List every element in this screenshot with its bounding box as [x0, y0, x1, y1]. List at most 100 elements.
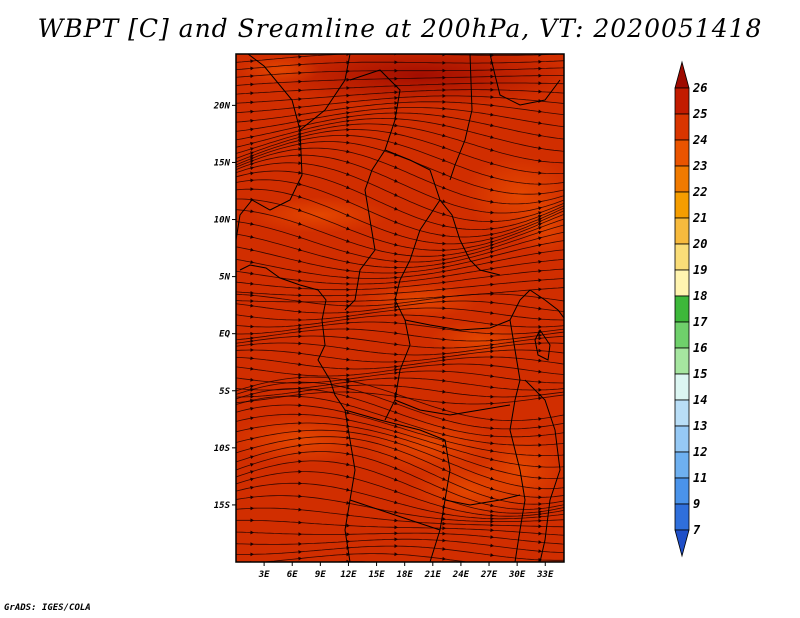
- streamline-arrow: [250, 392, 254, 397]
- streamline-arrow: [346, 293, 350, 298]
- colorbar-label: 24: [692, 133, 707, 147]
- streamline-arrow: [346, 378, 350, 383]
- streamline-arrow: [298, 278, 302, 283]
- streamline-arrow: [490, 338, 494, 343]
- streamline-arrow: [490, 543, 494, 548]
- streamline-arrow: [346, 185, 350, 189]
- colorbar-label: 23: [692, 159, 707, 173]
- streamline: [236, 54, 564, 63]
- streamline-arrow: [298, 412, 302, 417]
- streamline-arrow: [442, 417, 446, 422]
- streamline-arrow: [442, 425, 446, 430]
- streamline-arrow: [394, 364, 398, 369]
- x-tick-label: 9E: [315, 570, 326, 580]
- streamline-arrow: [346, 346, 350, 351]
- streamline-arrow: [346, 532, 350, 537]
- streamline-arrow: [298, 269, 302, 274]
- streamline-arrow: [490, 112, 494, 117]
- streamline-arrow: [538, 182, 542, 187]
- streamline-arrow: [538, 396, 542, 401]
- streamline-arrow: [250, 171, 254, 176]
- streamline-arrow: [250, 398, 254, 403]
- y-tick-label: 20N: [213, 101, 231, 111]
- streamline-arrow: [538, 171, 542, 175]
- streamline-arrow: [346, 386, 350, 390]
- country-borders: [236, 54, 564, 562]
- colorbar-label: 12: [693, 445, 707, 459]
- streamline-arrow: [442, 355, 446, 360]
- streamline-arrow: [346, 410, 350, 415]
- streamline-arrow: [490, 466, 494, 471]
- chart-title: WBPT [C] and Sreamline at 200hPa, VT: 20…: [37, 14, 763, 43]
- streamline-arrow: [250, 109, 254, 114]
- streamline-arrow: [442, 407, 446, 412]
- streamline-arrow: [394, 455, 398, 460]
- streamline: [236, 545, 564, 561]
- streamline-arrow: [538, 341, 542, 346]
- streamline-arrow: [394, 434, 398, 439]
- streamline-arrow: [346, 394, 350, 399]
- streamline: [236, 188, 564, 245]
- streamline-arrow: [490, 441, 494, 446]
- streamline-arrow: [442, 299, 446, 304]
- streamline-arrow: [394, 359, 398, 364]
- colorbar-cell: [674, 113, 690, 141]
- colorbar-label: 9: [693, 497, 700, 511]
- streamline-arrow: [538, 158, 542, 163]
- streamline-arrow: [298, 429, 302, 434]
- streamline: [236, 471, 564, 517]
- streamline-arrow: [538, 348, 542, 353]
- streamline-arrow: [442, 265, 446, 270]
- streamline: [236, 321, 564, 335]
- streamline-arrow: [490, 322, 494, 326]
- streamline-arrow: [298, 105, 302, 110]
- streamline-arrow: [490, 250, 494, 254]
- streamline-arrow: [538, 306, 542, 311]
- streamline-arrow: [394, 305, 398, 309]
- streamline-arrow: [442, 75, 446, 80]
- streamline-arrow: [346, 474, 350, 479]
- colorbar-cell: [674, 347, 690, 375]
- streamline-arrow: [394, 371, 398, 375]
- streamline-arrow: [250, 118, 254, 123]
- streamline-arrow: [394, 424, 398, 428]
- streamline-arrow: [442, 477, 446, 481]
- streamline-arrow: [490, 68, 494, 72]
- streamline-arrow: [538, 425, 542, 430]
- streamline-arrow: [442, 346, 446, 350]
- streamline-arrow: [346, 86, 350, 90]
- streamline-arrow: [538, 243, 542, 248]
- streamline-arrow: [442, 556, 446, 561]
- streamline-arrow: [490, 260, 494, 265]
- colorbar-cell: [674, 191, 690, 219]
- streamline-arrow: [490, 385, 494, 390]
- y-tick-label: 15N: [214, 158, 231, 168]
- streamline-arrow: [298, 326, 302, 331]
- streamline: [236, 519, 564, 536]
- streamline-arrow: [490, 232, 494, 237]
- streamline-arrow: [250, 336, 254, 341]
- streamline: [236, 147, 564, 205]
- streamline-arrow: [346, 435, 350, 440]
- streamline: [236, 162, 564, 223]
- streamline-arrow: [442, 171, 446, 176]
- streamline-arrow: [538, 73, 542, 78]
- streamline: [236, 129, 564, 174]
- streamline-arrow: [394, 101, 398, 105]
- streamline-arrow: [490, 237, 494, 241]
- x-axis: 3E 6E 9E 12E 15E 18E 21E 24E 27E 30E 33E: [258, 562, 554, 580]
- streamline-arrow: [490, 95, 494, 99]
- streamline-arrow: [346, 111, 350, 115]
- streamline-arrow: [538, 146, 542, 150]
- streamline-arrow: [490, 243, 494, 248]
- colorbar-bottom-triangle: [674, 529, 690, 558]
- streamline-arrow: [298, 286, 302, 291]
- streamline-arrow: [394, 410, 398, 414]
- streamline-arrow: [298, 520, 302, 525]
- streamline-arrow: [538, 417, 542, 421]
- colorbar-label: 15: [693, 367, 707, 381]
- streamline-arrow: [346, 77, 350, 82]
- streamline-arrow: [250, 187, 254, 192]
- streamline-arrow: [394, 123, 398, 128]
- streamline-arrow: [250, 331, 254, 336]
